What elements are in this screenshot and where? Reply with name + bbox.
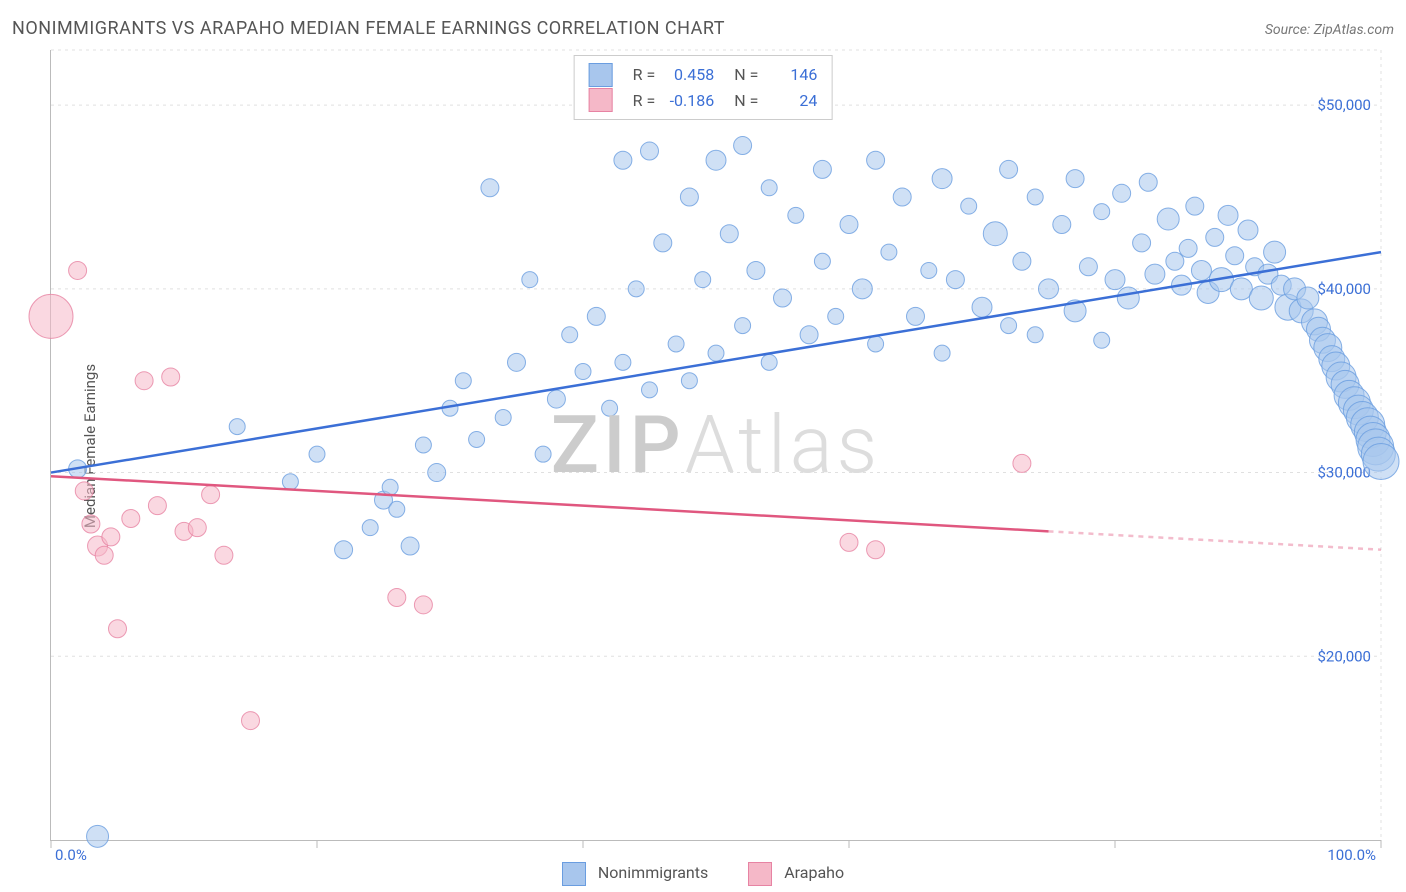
stats-legend-box: R = 0.458 N = 146 R = -0.186 N = 24 — [574, 55, 833, 120]
swatch-series1 — [589, 63, 613, 87]
chart-svg: $20,000 $30,000 $40,000 $50,000 — [51, 50, 1381, 840]
n-value-1: 146 — [762, 62, 817, 88]
stats-row-series2: R = -0.186 N = 24 — [589, 88, 818, 114]
chart-title: NONIMMIGRANTS VS ARAPAHO MEDIAN FEMALE E… — [12, 18, 725, 39]
legend-swatch-2 — [748, 862, 772, 886]
legend-label-2: Arapaho — [784, 863, 844, 882]
r-value-1: 0.458 — [659, 62, 714, 88]
legend-item-2: Arapaho — [748, 862, 844, 886]
svg-text:$30,000: $30,000 — [1317, 464, 1371, 482]
legend-item-1: Nonimmigrants — [562, 862, 708, 886]
r-value-2: -0.186 — [659, 88, 714, 114]
svg-text:$50,000: $50,000 — [1317, 96, 1371, 114]
swatch-series2 — [589, 88, 613, 112]
bottom-legend: Nonimmigrants Arapaho — [0, 862, 1406, 886]
source-attribution: Source: ZipAtlas.com — [1265, 22, 1394, 38]
svg-text:$20,000: $20,000 — [1317, 647, 1371, 665]
plot-area: $20,000$30,000$40,000$50,000 ZIPAtlas — [50, 50, 1381, 841]
legend-swatch-1 — [562, 862, 586, 886]
legend-label-1: Nonimmigrants — [598, 863, 708, 882]
stats-row-series1: R = 0.458 N = 146 — [589, 62, 818, 88]
n-value-2: 24 — [762, 88, 817, 114]
svg-text:$40,000: $40,000 — [1317, 280, 1371, 298]
